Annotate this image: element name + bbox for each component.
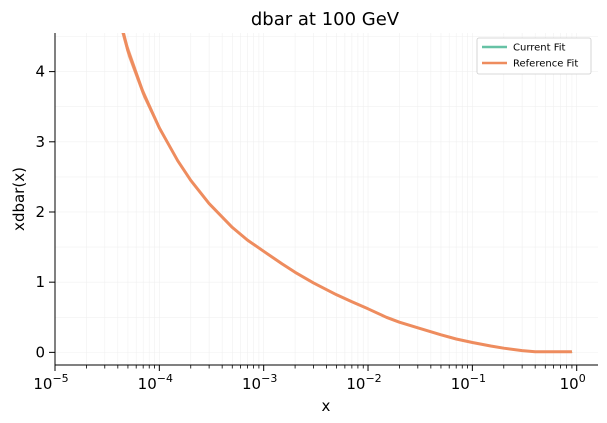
x-tick-label: 10−1 xyxy=(451,372,486,393)
y-tick-label: 2 xyxy=(35,203,45,221)
legend: Current Fit Reference Fit xyxy=(476,37,592,75)
minor-grid xyxy=(54,33,598,365)
x-tick-label: 100 xyxy=(560,372,586,393)
x-tick-label: 10−2 xyxy=(346,372,381,393)
y-tick-label: 3 xyxy=(35,133,45,151)
y-tick-label: 0 xyxy=(35,343,45,361)
legend-label-current-fit: Current Fit xyxy=(513,43,566,54)
y-axis-label: xdbar(x) xyxy=(10,167,28,231)
x-tick-label: 10−5 xyxy=(33,372,68,393)
y-tick-label: 4 xyxy=(35,63,45,81)
x-tick-label: 10−3 xyxy=(242,372,277,393)
series-line-reference-fit xyxy=(121,33,572,354)
y-tick-label: 1 xyxy=(35,273,45,291)
chart-title: dbar at 100 GeV xyxy=(251,9,400,30)
legend-label-reference-fit: Reference Fit xyxy=(513,59,578,70)
x-axis-label: x xyxy=(322,397,331,415)
axes: 10−5 10−4 10−3 10−2 10−1 100 0 1 2 3 4 xyxy=(33,33,598,393)
plot-area xyxy=(121,33,574,354)
x-tick-label: 10−4 xyxy=(138,372,173,393)
